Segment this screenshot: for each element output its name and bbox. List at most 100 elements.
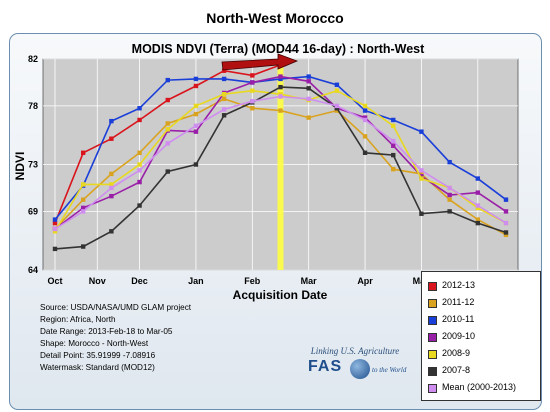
data-point bbox=[80, 205, 86, 211]
x-tick-label: Oct bbox=[47, 276, 62, 286]
legend-label: 2011-12 bbox=[442, 297, 475, 307]
data-point bbox=[250, 88, 255, 93]
legend-label: 2009-10 bbox=[442, 331, 476, 341]
data-point bbox=[80, 150, 86, 155]
legend-swatch bbox=[428, 384, 437, 393]
data-point bbox=[278, 108, 283, 113]
marker-bar bbox=[277, 59, 284, 270]
data-point bbox=[165, 141, 170, 146]
data-point bbox=[447, 197, 452, 202]
meta-source: Source: USDA/NASA/UMD GLAM project bbox=[40, 303, 192, 312]
data-point bbox=[165, 121, 170, 126]
data-point bbox=[80, 244, 86, 249]
data-point bbox=[278, 74, 283, 79]
legend-label: 2010-11 bbox=[442, 314, 475, 324]
data-point bbox=[221, 91, 227, 97]
data-point bbox=[165, 97, 170, 103]
legend-swatch bbox=[428, 282, 437, 291]
legend-item: Mean (2000-2013) bbox=[422, 382, 540, 394]
legend-item: 2010-11 bbox=[422, 314, 540, 326]
data-point bbox=[447, 192, 452, 198]
data-point bbox=[362, 117, 368, 123]
data-point bbox=[419, 174, 424, 179]
slide-title: North-West Morocco bbox=[206, 10, 344, 26]
x-axis-label: Acquisition Date bbox=[233, 288, 328, 302]
data-point bbox=[334, 88, 340, 93]
data-point bbox=[334, 108, 340, 113]
data-point bbox=[250, 106, 255, 111]
data-point bbox=[391, 143, 396, 148]
data-point bbox=[391, 123, 396, 129]
data-point bbox=[503, 197, 509, 202]
data-point bbox=[475, 220, 481, 226]
series-mean-2000-2013- bbox=[52, 94, 509, 232]
meta-date-range: Date Range: 2013-Feb-18 to Mar-05 bbox=[40, 327, 173, 336]
data-point bbox=[362, 103, 368, 109]
data-point bbox=[391, 117, 396, 123]
data-point bbox=[503, 209, 509, 214]
y-tick-label: 69 bbox=[28, 206, 38, 216]
data-point bbox=[109, 193, 114, 199]
legend-item: 2009-10 bbox=[422, 331, 540, 343]
data-point bbox=[193, 123, 199, 129]
logo-tagline: Linking U.S. Agriculture bbox=[310, 346, 400, 356]
data-point bbox=[334, 82, 340, 87]
globe-icon bbox=[350, 359, 370, 379]
data-point bbox=[362, 115, 368, 120]
data-point bbox=[193, 162, 199, 167]
data-point bbox=[221, 96, 227, 102]
data-point bbox=[80, 209, 86, 214]
y-tick-label: 73 bbox=[28, 160, 38, 170]
data-point bbox=[137, 162, 142, 167]
data-point bbox=[193, 76, 199, 82]
data-point bbox=[419, 176, 424, 181]
data-point bbox=[165, 77, 170, 83]
data-point bbox=[137, 117, 142, 123]
meta-shape: Shape: Morocco - North-West bbox=[40, 339, 149, 348]
legend: 2012-13 2011-12 2010-11 2009-10 2008-9 2007-8… bbox=[421, 271, 541, 401]
data-point bbox=[193, 103, 199, 109]
data-point bbox=[250, 73, 255, 78]
legend-item: 2011-12 bbox=[422, 297, 540, 309]
data-point bbox=[306, 86, 311, 91]
data-point bbox=[52, 217, 58, 222]
data-point bbox=[52, 226, 58, 232]
legend-item: 2007-8 bbox=[422, 365, 540, 377]
data-point bbox=[221, 113, 227, 118]
data-point bbox=[137, 106, 142, 111]
series-lines bbox=[52, 62, 509, 252]
data-point bbox=[503, 220, 509, 226]
y-tick-label: 82 bbox=[28, 54, 38, 64]
data-point bbox=[250, 80, 255, 85]
legend-label: Mean (2000-2013) bbox=[442, 382, 517, 392]
y-axis-label: NDVI bbox=[13, 152, 27, 181]
data-point bbox=[447, 185, 452, 191]
x-tick-label: Mar bbox=[301, 276, 318, 286]
data-point bbox=[306, 74, 311, 79]
legend-label: 2007-8 bbox=[442, 365, 471, 375]
meta-region: Region: Africa, North bbox=[40, 315, 116, 324]
fas-logo: Linking U.S. Agriculture FAS to the Worl… bbox=[290, 346, 420, 406]
data-point bbox=[278, 94, 283, 99]
red-arrow-icon bbox=[221, 53, 299, 71]
current-period-marker bbox=[277, 59, 284, 270]
x-tick-label: Dec bbox=[131, 276, 148, 286]
data-point bbox=[419, 168, 424, 173]
data-point bbox=[334, 106, 340, 111]
data-point bbox=[193, 83, 199, 89]
legend-swatch bbox=[428, 333, 437, 342]
data-point bbox=[137, 203, 142, 208]
data-point bbox=[334, 103, 340, 109]
logo-mark: FAS bbox=[308, 358, 343, 375]
data-point bbox=[109, 171, 114, 177]
data-point bbox=[306, 96, 311, 102]
x-tick-label: Apr bbox=[357, 276, 373, 286]
chart-title: MODIS NDVI (Terra) (MOD44 16-day) : Nort… bbox=[132, 42, 425, 56]
data-point bbox=[137, 150, 142, 155]
logo-subtitle: to the World bbox=[372, 366, 407, 374]
data-point bbox=[391, 138, 396, 144]
data-point bbox=[475, 203, 481, 208]
trend-arrow bbox=[221, 53, 299, 71]
data-point bbox=[362, 134, 368, 139]
legend-swatch bbox=[428, 350, 437, 359]
